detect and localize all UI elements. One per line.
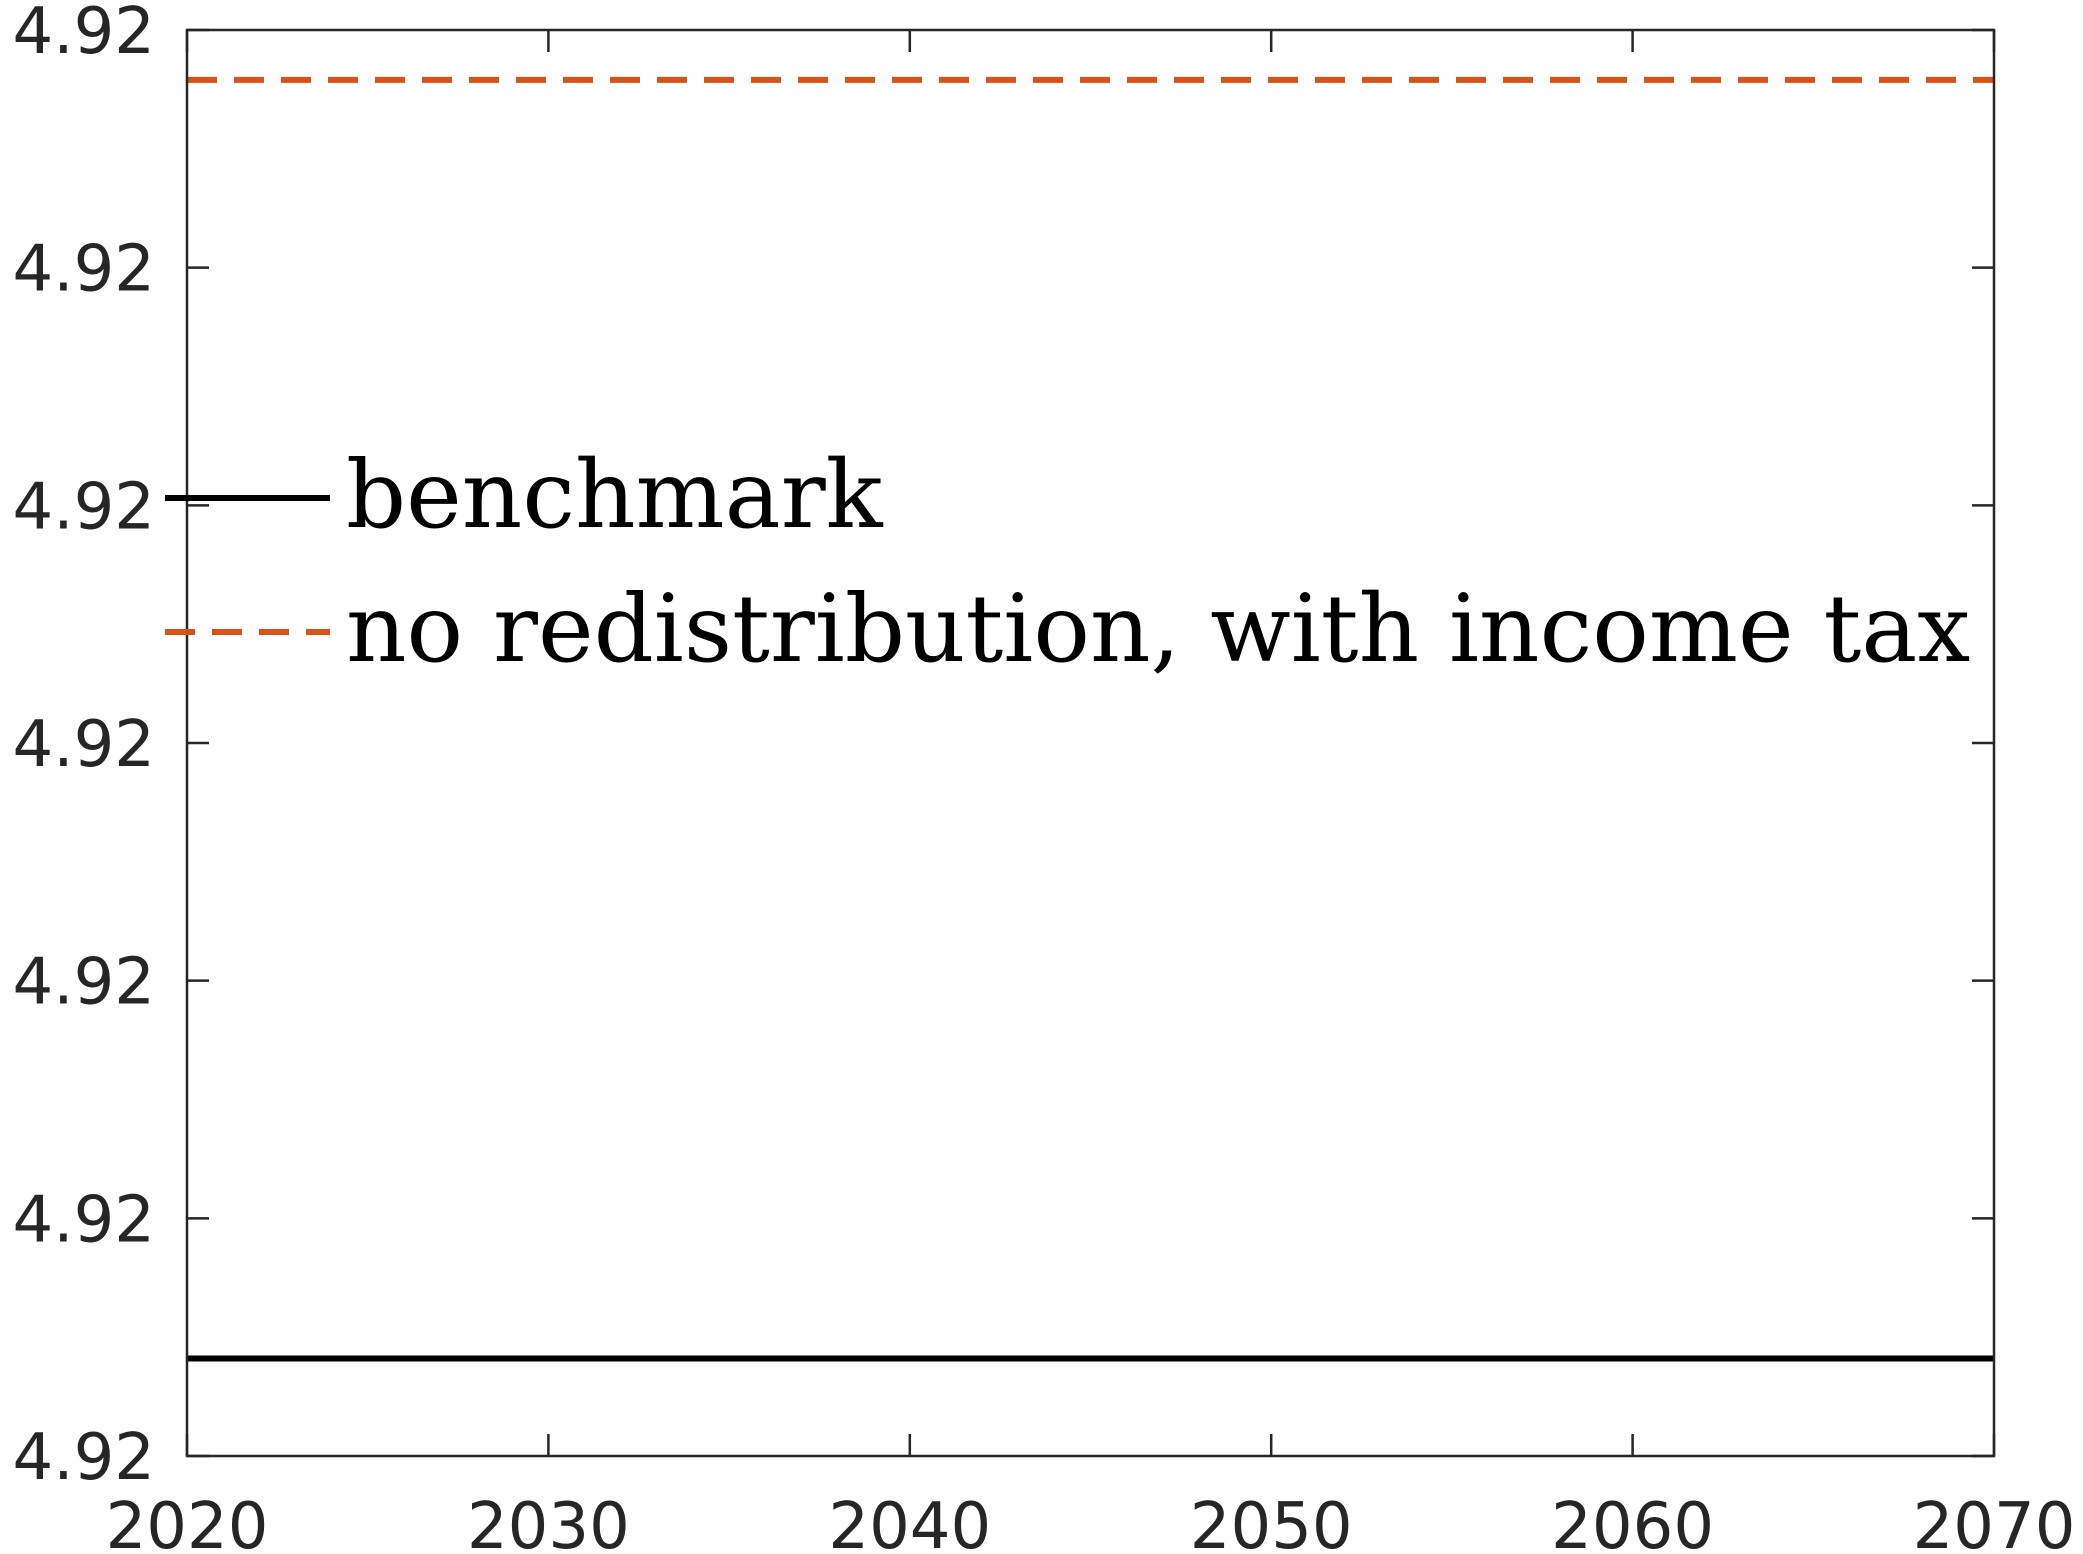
x-tick-label: 2050 [1190, 1490, 1353, 1554]
y-tick-label: 4.92 [13, 708, 156, 782]
series-layer [187, 76, 1994, 1362]
y-tick-labels: 4.92 4.92 4.92 4.92 4.92 4.92 4.92 [13, 0, 156, 1495]
x-tick-label: 2020 [106, 1490, 269, 1554]
y-tick-label: 4.92 [13, 0, 156, 69]
y-tick-label: 4.92 [13, 470, 156, 544]
x-tick-label: 2060 [1551, 1490, 1714, 1554]
plot-background [187, 30, 1994, 1456]
y-tick-label: 4.92 [13, 946, 156, 1020]
y-tick-label: 4.92 [13, 233, 156, 307]
x-tick-label: 2070 [1913, 1490, 2076, 1554]
x-tick-labels: 2020 2030 2040 2050 2060 2070 [106, 1490, 2076, 1554]
x-tick-label: 2040 [828, 1490, 991, 1554]
legend-label-2: no redistribution, with income tax [346, 575, 1970, 684]
legend: benchmark no redistribution, with income … [165, 441, 1970, 684]
y-tick-label: 4.92 [13, 1421, 156, 1495]
y-tick-label: 4.92 [13, 1183, 156, 1257]
legend-label-1: benchmark [346, 441, 884, 550]
x-tick-label: 2030 [467, 1490, 630, 1554]
plot-frame [185, 28, 1996, 1458]
